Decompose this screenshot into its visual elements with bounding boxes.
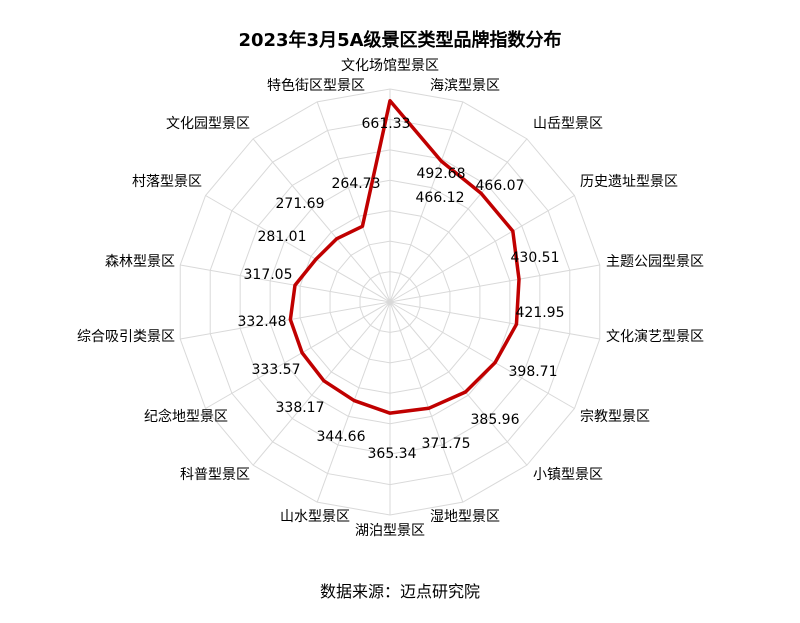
grid-spoke	[205, 195, 391, 303]
data-label: 317.05	[244, 267, 293, 283]
category-label: 文化演艺型景区	[606, 329, 704, 345]
category-label: 山岳型景区	[533, 116, 603, 132]
category-label: 森林型景区	[105, 254, 175, 270]
data-label: 430.51	[511, 250, 560, 266]
grid-spoke	[389, 138, 528, 303]
grid-spoke	[316, 101, 391, 303]
chart-title: 2023年3月5A级景区类型品牌指数分布	[238, 30, 562, 51]
data-label: 338.17	[276, 400, 325, 416]
data-label: 281.01	[258, 229, 307, 245]
data-label: 492.68	[417, 166, 466, 182]
data-label: 264.73	[332, 176, 381, 192]
data-label: 271.69	[276, 196, 325, 212]
category-label: 湿地型景区	[430, 509, 500, 525]
grid-spoke	[389, 301, 575, 409]
grid-spoke	[389, 195, 575, 303]
data-label: 365.34	[368, 446, 417, 462]
category-label: 科普型景区	[180, 467, 250, 483]
category-label: 宗教型景区	[580, 409, 650, 425]
category-label: 综合吸引类景区	[77, 329, 175, 345]
data-label: 466.07	[476, 178, 525, 194]
series-line	[288, 99, 521, 415]
source-note: 数据来源：迈点研究院	[319, 582, 480, 601]
category-label: 纪念地型景区	[144, 408, 228, 425]
data-label: 398.71	[509, 364, 558, 380]
grid-spoke	[389, 301, 528, 466]
grid-spoke	[389, 101, 464, 303]
data-label: 385.96	[471, 412, 520, 428]
data-label: 333.57	[252, 362, 301, 378]
data-label: 466.12	[416, 190, 465, 206]
category-label: 海滨型景区	[430, 78, 500, 94]
grid-spoke	[389, 301, 464, 503]
category-label: 文化园型景区	[166, 116, 250, 132]
grid-spoke	[389, 301, 600, 340]
data-label: 371.75	[422, 436, 471, 452]
grid-spoke	[205, 301, 391, 409]
data-label: 661.33	[362, 116, 411, 132]
data-label: 344.66	[317, 429, 366, 445]
category-label: 文化场馆型景区	[341, 58, 439, 74]
grid-spoke	[252, 301, 391, 466]
data-label: 332.48	[238, 314, 287, 330]
category-label: 特色街区型景区	[267, 77, 365, 94]
grid-spoke	[252, 138, 391, 303]
category-label: 小镇型景区	[533, 467, 603, 483]
category-label: 湖泊型景区	[355, 523, 425, 539]
data-label: 421.95	[516, 305, 565, 321]
grid-spoke	[389, 264, 600, 303]
grid-spoke	[180, 264, 391, 303]
grid-spoke	[180, 301, 391, 340]
category-label: 主题公园型景区	[606, 254, 704, 270]
category-label: 山水型景区	[280, 509, 350, 525]
category-label: 历史遗址型景区	[580, 174, 678, 190]
category-label: 村落型景区	[132, 174, 202, 190]
